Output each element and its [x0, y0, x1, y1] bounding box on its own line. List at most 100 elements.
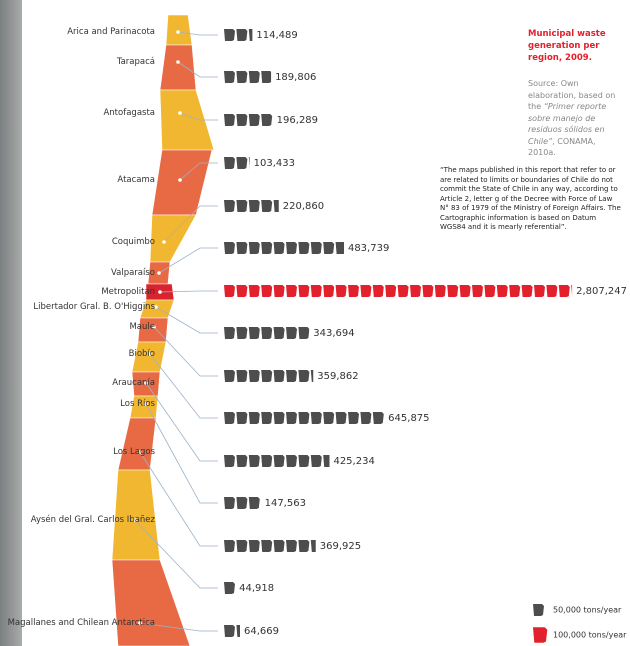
icon: [472, 285, 483, 297]
legend-icon: [533, 627, 547, 643]
icon: [311, 455, 322, 467]
icon: [236, 157, 247, 169]
region-dot: [176, 30, 180, 34]
region-label: Coquimbo: [5, 237, 155, 248]
region-shape: [118, 418, 156, 470]
icon: [298, 540, 309, 552]
icon: [224, 327, 235, 339]
icon: [224, 540, 235, 552]
icon: [261, 455, 272, 467]
icon: [484, 285, 495, 297]
icon: [323, 285, 334, 297]
pictogram: [224, 540, 322, 552]
icon: [546, 285, 557, 297]
icon: [274, 455, 285, 467]
value-label: 359,862: [317, 371, 358, 382]
source: Source: Own elaboration, based on the “P…: [528, 78, 620, 159]
value-label: 189,806: [275, 72, 316, 83]
icon: [497, 285, 508, 297]
pictogram: [224, 455, 334, 467]
icon: [224, 582, 235, 594]
icon: [274, 242, 285, 254]
icon: [311, 285, 322, 297]
icon: [447, 285, 458, 297]
pictogram: [224, 582, 235, 594]
icon: [236, 285, 247, 297]
region-dot: [178, 178, 182, 182]
region-label: Valparaíso: [5, 268, 155, 279]
pictogram: [224, 114, 272, 126]
region-shape: [152, 150, 212, 215]
icon: [336, 285, 347, 297]
value-label: 369,925: [320, 541, 361, 552]
icon: [249, 200, 260, 212]
value-label: 645,875: [388, 413, 429, 424]
icon: [311, 242, 322, 254]
icon: [224, 114, 235, 126]
icon: [336, 242, 347, 254]
icon: [249, 455, 260, 467]
pictogram: [224, 71, 272, 83]
icon: [224, 200, 235, 212]
icon: [236, 455, 247, 467]
icon: [298, 370, 309, 382]
pictogram: [224, 370, 322, 382]
icon: [249, 540, 260, 552]
icon: [249, 497, 260, 509]
pictogram: [224, 327, 309, 339]
region-dot: [176, 60, 180, 64]
icon: [298, 455, 309, 467]
icon: [224, 29, 235, 41]
icon: [373, 285, 384, 297]
icon: [336, 412, 347, 424]
icon: [360, 412, 371, 424]
icon: [236, 327, 247, 339]
icon: [323, 242, 334, 254]
icon: [298, 242, 309, 254]
icon: [224, 455, 235, 467]
icon: [274, 540, 285, 552]
region-dot: [157, 271, 161, 275]
icon: [348, 412, 359, 424]
pictogram: [224, 497, 260, 509]
icon: [509, 285, 520, 297]
icon: [261, 242, 272, 254]
icon: [236, 114, 247, 126]
icon: [236, 200, 247, 212]
value-label: 103,433: [254, 158, 295, 169]
icon: [249, 412, 260, 424]
region-dot: [162, 240, 166, 244]
icon: [298, 327, 309, 339]
value-label: 64,669: [244, 626, 279, 637]
icon: [261, 412, 272, 424]
legend-icon: [533, 604, 544, 616]
value-label: 114,489: [256, 30, 297, 41]
value-label: 343,694: [313, 328, 354, 339]
icon: [286, 540, 297, 552]
icon: [261, 285, 272, 297]
icon: [298, 412, 309, 424]
icon: [224, 497, 235, 509]
icon: [261, 200, 272, 212]
leader-line: [146, 404, 218, 503]
icon: [236, 497, 247, 509]
icon: [348, 285, 359, 297]
region-label: Araucanía: [5, 378, 155, 389]
icon: [286, 370, 297, 382]
icon: [224, 157, 235, 169]
value-label: 483,739: [348, 243, 389, 254]
icon: [236, 71, 247, 83]
icon: [224, 242, 235, 254]
pictogram: [224, 200, 285, 212]
region-label: Metropolitan: [5, 287, 155, 298]
icon: [261, 71, 272, 83]
icon: [323, 412, 334, 424]
region-label: Arica and Parinacota: [5, 27, 155, 38]
pictogram: [224, 412, 384, 424]
region-label: Los Ríos: [5, 399, 155, 410]
region-label: Magallanes and Chilean Antarctica: [5, 618, 155, 629]
note: “The maps published in this report that …: [440, 166, 622, 233]
icon: [236, 242, 247, 254]
icon: [224, 412, 235, 424]
icon: [224, 370, 235, 382]
